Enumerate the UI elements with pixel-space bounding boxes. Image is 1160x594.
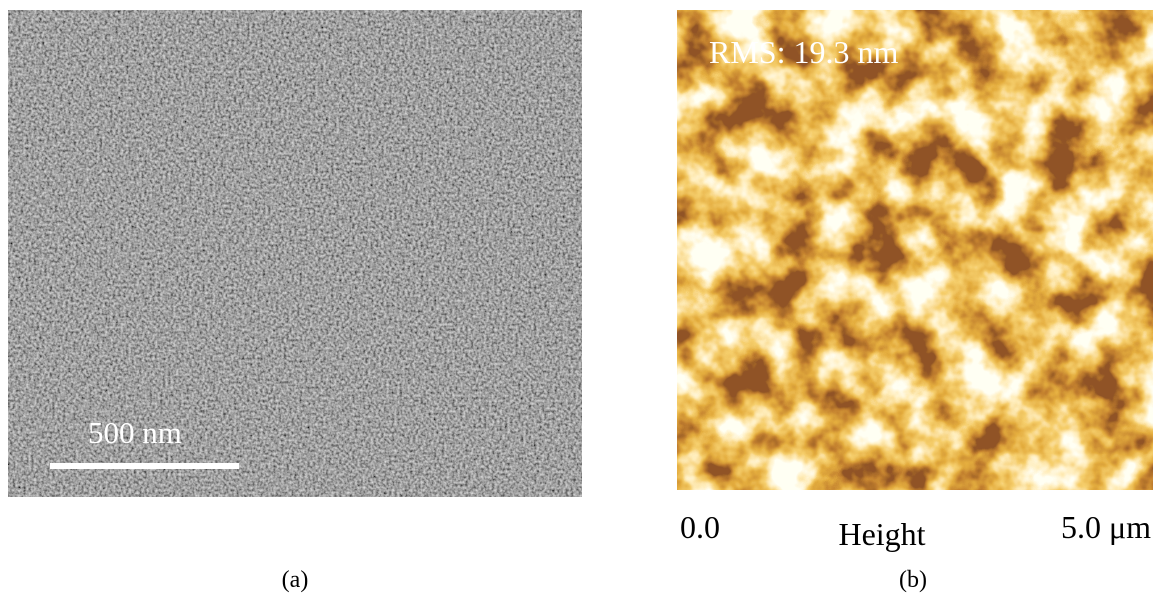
caption: (b) bbox=[899, 567, 927, 593]
scale-bar-label: 500 nm bbox=[88, 415, 182, 450]
figure: 500 nm (a) RMS: 19.3 nm 0.0 Height 5.0 μ… bbox=[0, 0, 1160, 594]
panel-b: RMS: 19.3 nm 0.0 Height 5.0 μm (b) bbox=[677, 10, 1153, 593]
page: 500 nm (a) RMS: 19.3 nm 0.0 Height 5.0 μ… bbox=[0, 0, 1160, 594]
rms-annotation: RMS: 19.3 nm bbox=[709, 34, 898, 70]
scale-bar bbox=[50, 463, 239, 469]
axis-end-label: 5.0 μm bbox=[1061, 509, 1151, 545]
caption: (a) bbox=[282, 567, 309, 593]
axis-title: Height bbox=[838, 516, 925, 552]
panel-a: 500 nm (a) bbox=[8, 10, 582, 593]
axis-start-label: 0.0 bbox=[680, 509, 720, 545]
afm-image bbox=[677, 10, 1153, 490]
